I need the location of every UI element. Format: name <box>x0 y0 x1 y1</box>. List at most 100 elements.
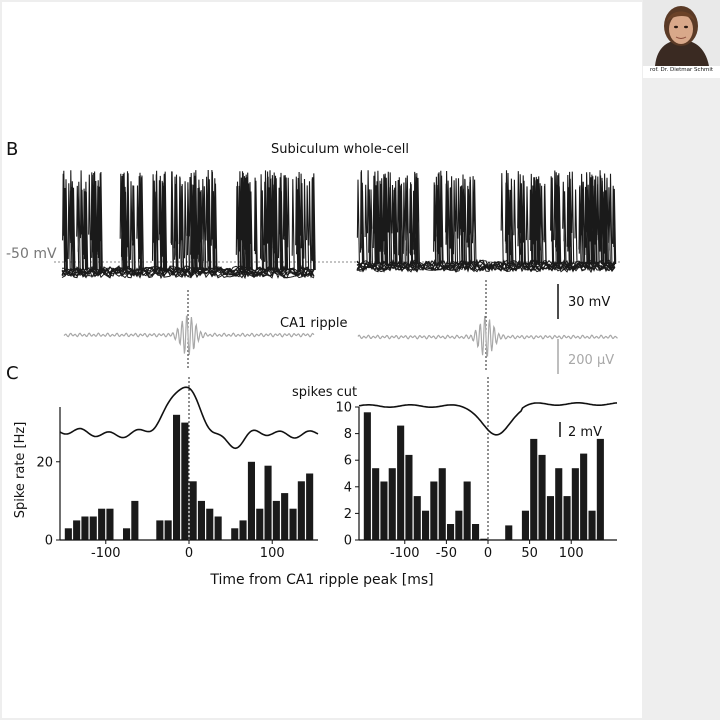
y-tick-label: 2 <box>344 507 352 522</box>
histogram-bar <box>388 468 396 540</box>
histogram-bar <box>563 496 571 540</box>
histogram-bar <box>306 473 314 540</box>
histogram-bar <box>405 454 413 540</box>
histogram-bar <box>239 520 247 540</box>
histogram-bar <box>123 528 131 540</box>
histogram-bar <box>455 510 463 540</box>
histogram-bar <box>214 516 222 540</box>
y-tick-label: 10 <box>335 401 352 416</box>
x-tick-label: 0 <box>484 546 492 561</box>
histogram-bar <box>480 538 488 540</box>
baseline-trace <box>356 261 616 273</box>
histogram-bar <box>164 520 172 540</box>
baseline-trace <box>61 267 315 279</box>
figure: B C Subiculum whole-cell -50 mV 30 mV CA… <box>6 139 622 588</box>
x-tick-label: 100 <box>559 546 584 561</box>
speaker-webcam: rof. Dr. Dietmar Schmit <box>643 0 720 78</box>
histogram-bar <box>106 508 114 540</box>
vm-overlay-line <box>358 402 618 436</box>
speaker-video <box>643 0 720 66</box>
histogram-bar <box>189 481 197 540</box>
y-axis-label: Spike rate [Hz] <box>13 422 28 519</box>
speaker-caption: rof. Dr. Dietmar Schmit <box>649 67 714 73</box>
vm-label: -50 mV <box>6 246 57 262</box>
slide: B C Subiculum whole-cell -50 mV 30 mV CA… <box>2 2 642 718</box>
ripple-label: CA1 ripple <box>280 316 347 331</box>
histogram-bar <box>131 500 139 540</box>
histogram-bar <box>173 414 181 540</box>
histogram-bar <box>247 461 255 540</box>
x-tick-label: 50 <box>521 546 538 561</box>
histogram-bar <box>281 493 289 540</box>
histogram-bar <box>64 528 72 540</box>
baseline-trace <box>61 266 315 279</box>
y-tick-label: 6 <box>344 454 352 469</box>
panel-label-c: C <box>6 363 19 384</box>
histogram-bar <box>588 510 596 540</box>
histogram-bar <box>571 468 579 540</box>
histogram-bar <box>555 468 563 540</box>
y-tick-label: 0 <box>344 534 352 549</box>
y-tick-label: 8 <box>344 427 352 442</box>
x-axis-label: Time from CA1 ripple peak [ms] <box>209 572 433 588</box>
histogram-bar <box>397 425 405 540</box>
histogram-bar <box>156 520 164 540</box>
histogram-bar <box>422 510 430 540</box>
histogram-bar <box>438 468 446 540</box>
histogram-bar <box>73 520 81 540</box>
histogram-bar <box>463 481 471 540</box>
histogram-bar <box>413 496 421 540</box>
histogram-right: -100 -50 0 50 100 0 2 4 6 8 10 <box>335 377 618 561</box>
y-tick-label: 4 <box>344 480 352 495</box>
traces-right <box>356 170 617 274</box>
histogram-bar <box>580 453 588 540</box>
traces-left <box>61 169 316 280</box>
histogram-bar <box>289 508 297 540</box>
panel-label-b: B <box>6 139 18 160</box>
histogram-bar <box>81 516 89 540</box>
scale-label-mv: 30 mV <box>568 295 610 310</box>
histogram-bar <box>231 528 239 540</box>
y-tick-label: 20 <box>36 455 53 470</box>
x-tick-label: -100 <box>91 546 121 561</box>
x-tick-label: -100 <box>390 546 420 561</box>
x-tick-label: 0 <box>185 546 193 561</box>
histogram-bar <box>505 525 513 540</box>
trace-title: Subiculum whole-cell <box>271 142 409 157</box>
histogram-bar <box>546 496 554 540</box>
histogram-bar <box>264 465 272 540</box>
x-tick-label: 100 <box>260 546 285 561</box>
scale-label-2mv: 2 mV <box>568 425 602 440</box>
histogram-bar <box>297 481 305 540</box>
histogram-bar <box>538 454 546 540</box>
spike-trace <box>356 170 617 265</box>
y-tick-label: 0 <box>45 534 53 549</box>
histogram-bar <box>272 500 280 540</box>
ripple-trace-right <box>357 315 618 357</box>
histogram-bar <box>98 508 106 540</box>
histogram-bar <box>197 500 205 540</box>
x-tick-label: -50 <box>436 546 457 561</box>
baseline-trace <box>61 266 315 280</box>
overlay-annotation: spikes cut <box>292 385 357 400</box>
histogram-bar <box>430 481 438 540</box>
histogram-bar <box>372 468 380 540</box>
histogram-bar <box>521 510 529 540</box>
scale-label-uv: 200 µV <box>568 353 614 368</box>
histogram-bar <box>89 516 97 540</box>
spike-trace <box>62 169 316 271</box>
histogram-bar <box>447 524 455 540</box>
histogram-bar <box>206 508 214 540</box>
histogram-bar <box>472 524 480 540</box>
histogram-bar <box>596 438 604 540</box>
histogram-bar <box>363 412 371 540</box>
histogram-bar <box>256 508 264 540</box>
baseline-trace <box>61 264 315 278</box>
histogram-left: -100 0 100 0 20 <box>36 377 319 561</box>
histogram-bar <box>181 422 189 540</box>
baseline-trace <box>356 260 616 272</box>
baseline-trace <box>356 258 616 272</box>
histogram-bar <box>530 438 538 540</box>
histogram-bar <box>380 481 388 540</box>
vm-overlay-line <box>59 386 319 450</box>
